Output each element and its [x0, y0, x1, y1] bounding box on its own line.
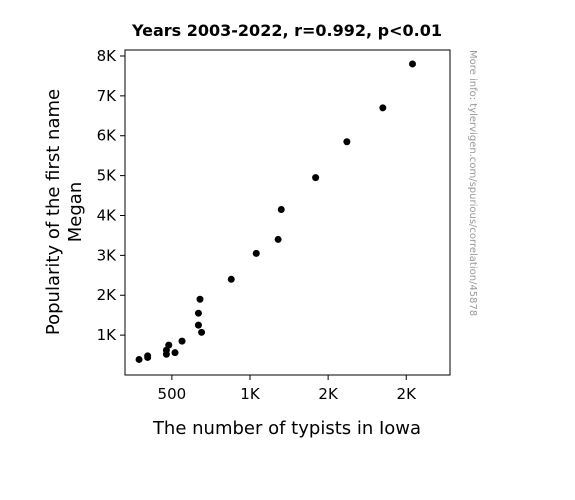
data-point	[252, 249, 260, 257]
data-point	[178, 337, 186, 345]
data-point	[312, 174, 320, 182]
y-axis: 1K 2K 3K 4K 5K 6K 7K 8K	[97, 47, 125, 344]
data-point	[171, 349, 179, 357]
data-point	[277, 206, 285, 214]
data-point	[343, 138, 351, 146]
y-tick-label: 1K	[97, 326, 118, 344]
data-point	[165, 341, 173, 349]
x-tick-label: 2K	[318, 385, 339, 403]
data-point	[144, 352, 152, 360]
data-point	[409, 60, 416, 68]
data-point	[227, 275, 235, 283]
y-tick-label: 6K	[97, 127, 118, 145]
x-tick-label: 500	[158, 385, 187, 403]
x-axis: 500 1K 2K 2K	[158, 375, 418, 403]
y-tick-label: 7K	[97, 87, 118, 105]
chart-title: Years 2003-2022, r=0.992, p<0.01	[131, 21, 442, 40]
x-axis-label: The number of typists in Iowa	[152, 418, 421, 439]
y-axis-label-line-1: Popularity of the first name	[43, 89, 64, 335]
data-point	[198, 328, 206, 336]
y-axis-label: Popularity of the first name Megan	[43, 89, 86, 335]
y-tick-label: 8K	[97, 47, 118, 65]
x-tick-label: 2K	[397, 385, 418, 403]
data-point	[274, 235, 282, 243]
watermark: More info: tylervigen.com/spurious/corre…	[467, 50, 478, 316]
y-tick-label: 3K	[97, 246, 118, 264]
data-point	[194, 321, 202, 329]
x-tick-label: 1K	[240, 385, 261, 403]
y-tick-label: 2K	[97, 286, 118, 304]
data-point	[196, 295, 204, 303]
y-tick-label: 5K	[97, 167, 118, 185]
data-point	[379, 104, 387, 112]
y-axis-label-line-2: Megan	[65, 182, 86, 242]
data-points	[135, 60, 416, 363]
data-point	[194, 309, 202, 317]
data-point	[135, 355, 143, 363]
plot-frame	[124, 49, 451, 376]
y-tick-label: 4K	[97, 206, 118, 224]
